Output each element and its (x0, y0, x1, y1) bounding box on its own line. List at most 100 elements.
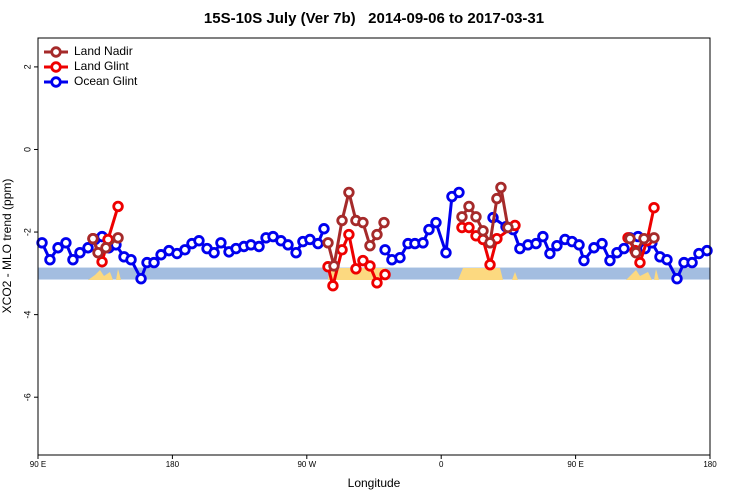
data-point (544, 247, 556, 260)
data-point (36, 237, 48, 249)
data-point (125, 254, 137, 266)
legend-label: Land Nadir (74, 44, 133, 58)
data-point (484, 258, 496, 271)
x-tick-label: 90 W (297, 460, 316, 469)
data-point (463, 221, 475, 234)
data-point (74, 246, 86, 259)
data-point (551, 239, 563, 252)
land-patch (626, 270, 652, 280)
x-tick-label: 90 E (567, 460, 583, 469)
data-point (52, 242, 64, 254)
y-tick-label: 2 (22, 64, 32, 69)
data-point (357, 254, 369, 267)
data-point (100, 242, 112, 254)
data-point (290, 246, 302, 259)
data-point (282, 239, 294, 251)
data-point (470, 211, 482, 223)
data-point (193, 235, 205, 247)
data-point (430, 216, 442, 229)
data-point (573, 239, 585, 251)
data-point (630, 246, 642, 259)
data-point (312, 237, 324, 250)
data-point (624, 232, 636, 245)
data-point (463, 200, 475, 213)
data-point (82, 242, 94, 254)
data-point (96, 256, 108, 268)
data-point (112, 200, 124, 213)
chart-title: 15S-10S July (Ver 7b) 2014-09-06 to 2017… (204, 10, 544, 27)
data-point (135, 273, 147, 285)
legend-label: Ocean Glint (74, 74, 138, 88)
data-point (60, 237, 72, 249)
data-point (379, 268, 391, 281)
data-point (491, 192, 503, 205)
data-point (371, 228, 383, 241)
legend-marker (50, 61, 62, 73)
y-tick-label: 0 (22, 147, 32, 152)
land-patch (458, 268, 503, 280)
data-point (336, 214, 348, 227)
data-point (148, 256, 160, 269)
data-point (638, 232, 650, 245)
data-point (530, 237, 542, 250)
land-patch (512, 272, 518, 280)
data-point (336, 244, 348, 256)
data-point (357, 216, 369, 229)
x-tick-label: 180 (166, 460, 180, 469)
data-point (417, 237, 429, 249)
data-point (495, 181, 507, 194)
data-point (112, 232, 124, 244)
data-point (322, 237, 334, 249)
x-tick-label: 90 E (30, 460, 46, 469)
data-point (364, 239, 376, 252)
data-point (440, 246, 452, 259)
data-point (343, 186, 355, 199)
y-tick-label: -4 (22, 311, 32, 319)
data-point (477, 225, 489, 237)
data-point (648, 232, 660, 244)
data-point (661, 254, 673, 266)
data-point (67, 254, 79, 266)
data-point (318, 223, 330, 235)
x-tick-label: 180 (703, 460, 717, 469)
plot-frame (37, 37, 711, 456)
data-point (453, 186, 465, 199)
x-tick-label: 0 (439, 460, 444, 469)
y-tick-label: -2 (22, 228, 32, 236)
data-point (350, 263, 362, 275)
data-point (378, 216, 390, 229)
land-patch (88, 270, 113, 280)
legend-label: Land Glint (74, 59, 129, 73)
data-layer (36, 181, 713, 292)
data-point (456, 211, 468, 223)
land-patch (654, 269, 659, 280)
data-point (537, 230, 549, 243)
data-point (44, 254, 56, 266)
data-point (92, 246, 104, 259)
data-point (179, 244, 191, 256)
data-point (618, 242, 630, 255)
data-point (253, 240, 265, 253)
data-point (328, 260, 340, 272)
data-point (364, 260, 376, 272)
data-point (423, 223, 435, 236)
data-point (484, 237, 496, 249)
data-point (343, 228, 355, 241)
data-point (208, 246, 220, 259)
legend-marker (50, 46, 62, 58)
data-point (686, 256, 698, 269)
data-point (648, 201, 660, 214)
data-point (604, 254, 616, 267)
data-point (87, 232, 99, 245)
data-point (671, 273, 683, 285)
data-point (701, 244, 713, 257)
y-tick-label: -6 (22, 393, 32, 401)
data-point (379, 244, 391, 256)
data-point (634, 256, 646, 269)
land-patch (116, 269, 121, 280)
data-point (502, 221, 514, 234)
data-point (394, 251, 406, 264)
data-point (578, 254, 590, 267)
x-axis-label: Longitude (348, 476, 401, 490)
